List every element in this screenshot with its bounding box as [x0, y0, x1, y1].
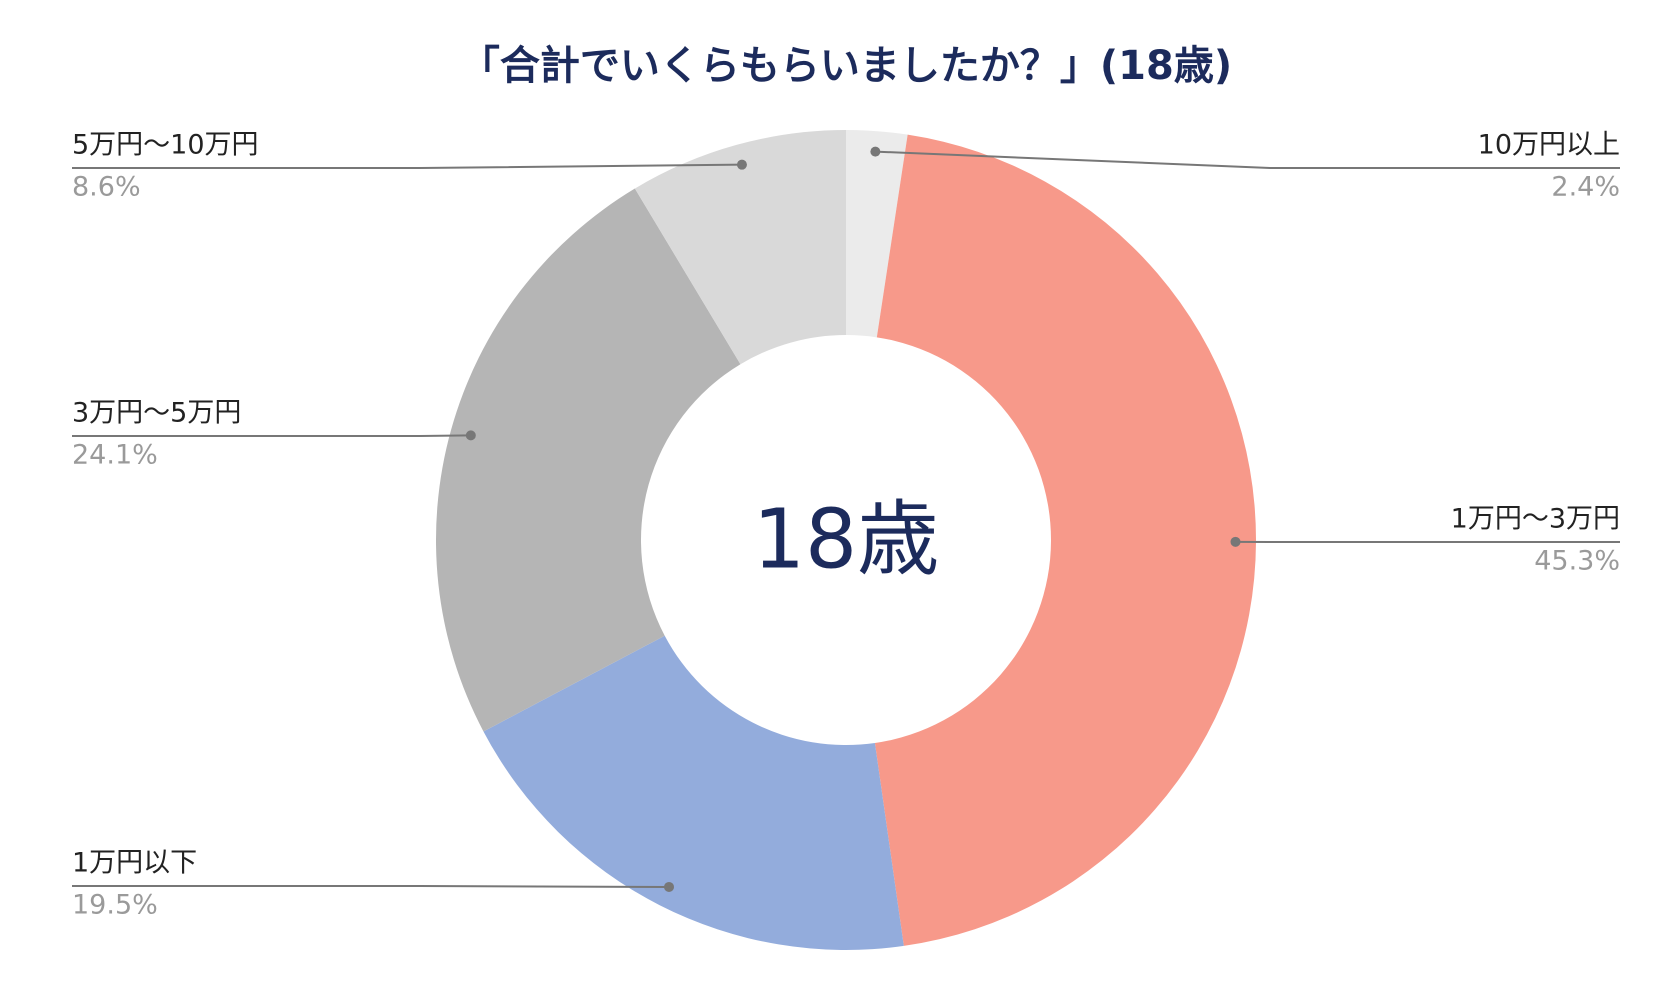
- leader-dot: [465, 430, 476, 441]
- slice: [483, 635, 904, 950]
- legend-label: 1万円〜3万円: [1451, 504, 1620, 535]
- slice: [436, 188, 741, 732]
- value-label: 45.3%: [1534, 546, 1620, 577]
- leader-line: [72, 163, 742, 169]
- slice: [634, 130, 846, 365]
- leader-dot: [870, 146, 881, 157]
- value-label: 2.4%: [1551, 172, 1620, 203]
- chart-title: 「合計でいくらもらいましたか？」(18歳): [460, 43, 1232, 89]
- leader-line: [875, 150, 1620, 169]
- legend-label: 3万円〜5万円: [72, 398, 241, 429]
- slice: [846, 130, 908, 338]
- leader-dot: [736, 159, 747, 170]
- value-label: 8.6%: [72, 172, 141, 203]
- value-label: 19.5%: [72, 890, 158, 921]
- leader-dot: [664, 881, 675, 892]
- leader-line: [72, 885, 670, 888]
- legend-label: 1万円以下: [72, 848, 197, 879]
- value-label: 24.1%: [72, 440, 158, 471]
- legend-label: 10万円以上: [1478, 130, 1620, 161]
- leader-line: [72, 434, 471, 437]
- center-label: 18歳: [753, 492, 939, 587]
- legend-label: 5万円〜10万円: [72, 130, 259, 161]
- slice: [874, 134, 1256, 946]
- leader-dot: [1230, 536, 1241, 547]
